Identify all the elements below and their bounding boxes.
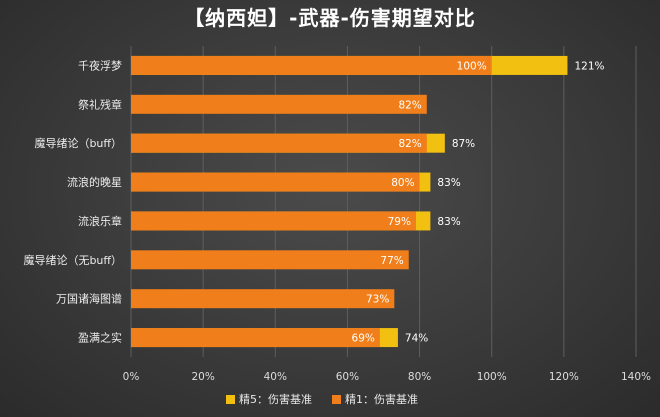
category-label: 千夜浮梦 bbox=[78, 58, 122, 72]
data-label-r1: 73% bbox=[366, 294, 389, 306]
legend-swatch-r1 bbox=[332, 395, 341, 404]
category-label: 祭礼残章 bbox=[78, 97, 122, 111]
chart-title: 【纳西妲】-武器-伤害期望对比 bbox=[184, 6, 476, 30]
bar-r1 bbox=[131, 289, 395, 309]
data-label-r5: 83% bbox=[437, 216, 460, 228]
bar-r1 bbox=[131, 328, 380, 348]
bar-r1 bbox=[131, 250, 409, 270]
category-label: 流浪的晚星 bbox=[67, 175, 122, 189]
data-label-r1: 82% bbox=[398, 99, 421, 111]
category-label: 魔导绪论（无buff） bbox=[23, 253, 122, 267]
data-label-r1: 77% bbox=[380, 255, 403, 267]
legend: 精5：伤害基准 精1：伤害基准 bbox=[226, 392, 418, 406]
data-label-r5: 87% bbox=[452, 138, 475, 150]
data-label-r5: 121% bbox=[574, 60, 604, 72]
bar-r1 bbox=[131, 55, 492, 75]
x-tick-label: 140% bbox=[621, 371, 651, 383]
x-tick-label: 20% bbox=[191, 371, 214, 383]
bar-r1 bbox=[131, 172, 420, 192]
x-tick-label: 100% bbox=[477, 371, 507, 383]
category-label: 流浪乐章 bbox=[78, 214, 122, 228]
legend-swatch-r5 bbox=[226, 395, 235, 404]
bars bbox=[131, 55, 568, 348]
category-label: 万国诸海图谱 bbox=[56, 292, 122, 306]
data-label-r1: 79% bbox=[388, 216, 411, 228]
data-label-r5: 74% bbox=[405, 333, 428, 345]
x-tick-label: 60% bbox=[336, 371, 359, 383]
data-label-r1: 82% bbox=[398, 138, 421, 150]
data-label-r5: 83% bbox=[437, 177, 460, 189]
x-tick-label: 0% bbox=[123, 371, 140, 383]
data-label-r1: 100% bbox=[457, 60, 487, 72]
legend-label-r1: 精1：伤害基准 bbox=[345, 392, 418, 406]
x-tick-label: 80% bbox=[408, 371, 431, 383]
category-label: 盈满之实 bbox=[78, 331, 122, 345]
labels: 0% 20% 40% 60% 80% 100% 120% 140% 千夜浮梦 100% 121% 祭礼… bbox=[23, 58, 651, 383]
gridlines bbox=[130, 46, 637, 357]
bar-r1 bbox=[131, 211, 416, 231]
category-label: 魔导绪论（buff） bbox=[34, 136, 122, 150]
data-label-r1: 80% bbox=[391, 177, 414, 189]
bar-r1 bbox=[131, 133, 427, 153]
data-label-r1: 69% bbox=[352, 333, 375, 345]
bar-r1 bbox=[131, 94, 427, 114]
x-tick-label: 40% bbox=[264, 371, 287, 383]
x-tick-label: 120% bbox=[549, 371, 579, 383]
legend-label-r5: 精5：伤害基准 bbox=[239, 392, 312, 406]
